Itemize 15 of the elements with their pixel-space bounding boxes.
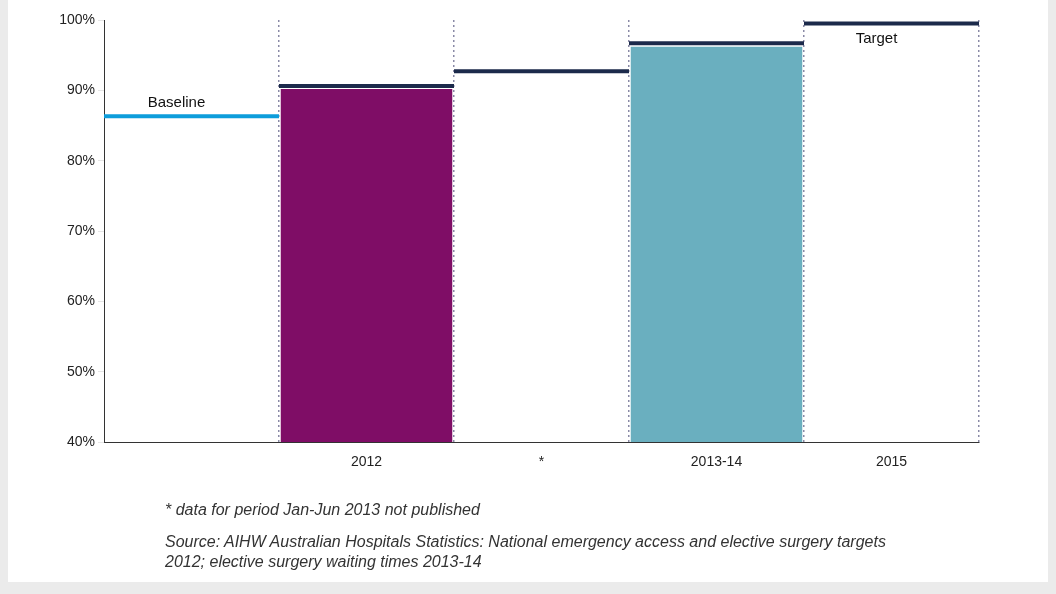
y-tick-label: 70%: [66, 221, 95, 238]
series-label: Target: [855, 29, 899, 47]
y-tick-label: 40%: [66, 432, 95, 449]
text: * data for period Jan-Jun 2013 not published: [165, 500, 482, 520]
y-tick-label: 90%: [66, 81, 95, 98]
y-tick-label: 80%: [66, 151, 95, 168]
series-label: Baseline: [147, 93, 206, 110]
y-tick-label: 100%: [59, 10, 95, 27]
y-tick-label: 50%: [66, 362, 95, 379]
x-tick-label: *: [538, 453, 545, 470]
x-tick-label: 2012: [350, 453, 383, 470]
source-note: Source: AIHW Australian Hospitals Statistics: National emergency access and elective surgery targets 2012; elective surgery waiting times 2013-14: [165, 532, 887, 572]
x-tick-label: 2013-14: [690, 453, 743, 470]
x-tick-label: 2015: [875, 453, 908, 470]
y-tick-label: 60%: [66, 292, 95, 309]
